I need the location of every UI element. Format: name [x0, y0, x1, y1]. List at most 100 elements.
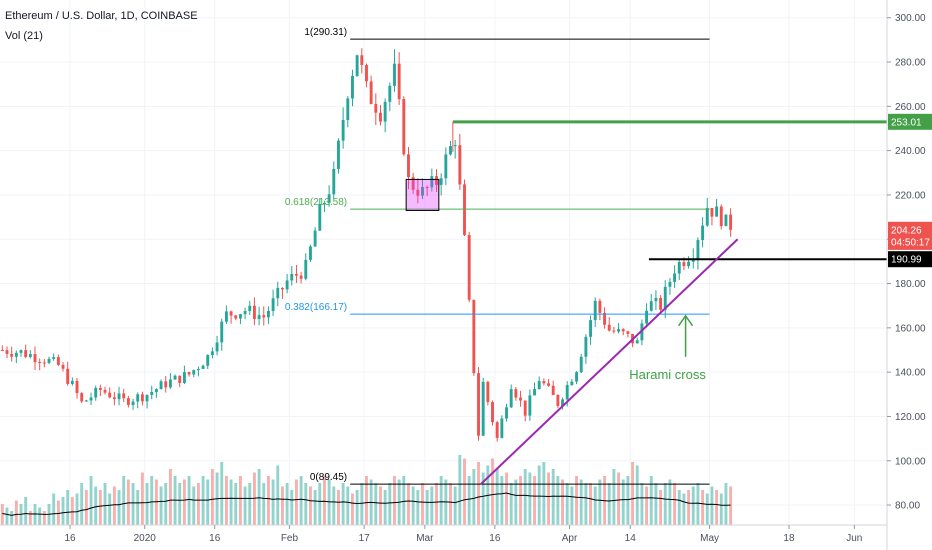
volume-bar — [164, 483, 168, 525]
price-axis-label: 280.00 — [895, 58, 926, 69]
candle-body — [533, 389, 536, 396]
candle-body — [266, 310, 270, 318]
candle-body — [351, 75, 354, 99]
volume-bar — [192, 486, 196, 525]
candle-body — [626, 331, 630, 334]
volume-bar — [495, 469, 499, 525]
volume-bar — [715, 490, 719, 525]
candle-body — [210, 351, 214, 356]
candle-body — [719, 206, 723, 227]
volume-bar — [238, 476, 242, 525]
candle-body — [98, 387, 102, 390]
price-axis-flag — [888, 113, 932, 130]
volume-moving-average-line — [2, 492, 731, 516]
candle-body — [621, 329, 625, 332]
volume-bar — [710, 486, 714, 525]
volume-bar — [379, 486, 382, 525]
price-axis-flag-label: 04:50:17 — [891, 237, 930, 248]
candle-body — [61, 364, 65, 369]
volume-bar — [425, 490, 429, 525]
volume-bar — [645, 486, 649, 525]
candle-body — [542, 381, 546, 384]
volume-bar — [687, 490, 691, 525]
candle-body — [168, 379, 172, 388]
volume-bar — [612, 469, 616, 525]
volume-bar — [220, 462, 224, 525]
price-axis-label: 300.00 — [895, 13, 926, 24]
volume-bar — [626, 476, 630, 525]
volume-bar — [234, 483, 238, 525]
volume-bar — [365, 476, 368, 525]
volume-bar — [98, 490, 102, 525]
volume-bar — [52, 493, 56, 525]
candle-body — [369, 81, 373, 104]
candle-body — [589, 320, 593, 337]
candle-body — [397, 63, 401, 100]
candle-body — [327, 194, 331, 203]
candle-body — [164, 381, 168, 388]
candle-body — [715, 206, 719, 217]
price-axis-flag-label: 190.99 — [891, 255, 922, 266]
volume-bar — [449, 483, 452, 525]
volume-bar — [500, 476, 504, 525]
candle-body — [346, 98, 350, 121]
volume-bar — [145, 483, 149, 525]
volume-bar — [304, 483, 308, 525]
time-axis-label: 18 — [783, 533, 795, 544]
volume-bar — [729, 486, 733, 525]
harami-box — [405, 178, 440, 211]
volume-bar — [383, 490, 387, 525]
volume-bar — [103, 483, 107, 525]
candle-body — [257, 315, 261, 320]
candle-body — [52, 357, 56, 359]
volume-bar — [42, 511, 46, 525]
volume-bar — [351, 493, 354, 525]
volume-bar — [435, 483, 438, 525]
price-axis-label: 140.00 — [895, 368, 926, 379]
volume-bar — [565, 483, 569, 525]
volume-bar — [229, 479, 233, 525]
volume-bar — [299, 476, 303, 525]
volume-bar — [66, 490, 70, 525]
volume-bar — [523, 469, 527, 525]
candle-body — [696, 240, 700, 259]
candle-body — [117, 393, 121, 400]
volume-bar — [514, 479, 518, 525]
volume-bar — [243, 486, 247, 525]
candles — [0, 48, 733, 442]
volume-bar — [313, 490, 317, 525]
candle-body — [491, 402, 494, 423]
candle-body — [416, 189, 420, 196]
candle-body — [201, 365, 205, 369]
volume-bar — [257, 469, 261, 525]
volume-bar — [682, 493, 686, 525]
candle-body — [19, 350, 23, 353]
volume-bar — [598, 479, 602, 525]
candle-body — [453, 145, 457, 147]
volume-bar — [84, 490, 88, 525]
volume-bar — [126, 479, 130, 525]
candle-body — [10, 353, 14, 357]
price-axis-label: 240.00 — [895, 146, 926, 157]
candle-body — [309, 246, 312, 260]
candle-body — [411, 177, 415, 190]
volume-bar — [668, 479, 672, 525]
candle-body — [425, 187, 429, 189]
candle-body — [66, 368, 70, 384]
price-axis-flag-label: 253.01 — [891, 117, 922, 128]
candle-body — [617, 329, 621, 332]
candle-body — [173, 375, 177, 380]
volume-bar — [542, 462, 546, 525]
candle-body — [677, 262, 681, 274]
candle-body — [649, 301, 653, 311]
candle-body — [126, 398, 130, 406]
candle-body — [215, 342, 219, 352]
volume-bar — [570, 486, 574, 525]
candle-body — [523, 400, 527, 416]
candle-body — [663, 286, 667, 310]
candle-body — [668, 281, 672, 287]
volume-bar — [206, 479, 210, 525]
candle-body — [108, 392, 112, 398]
candle-body — [687, 261, 691, 267]
